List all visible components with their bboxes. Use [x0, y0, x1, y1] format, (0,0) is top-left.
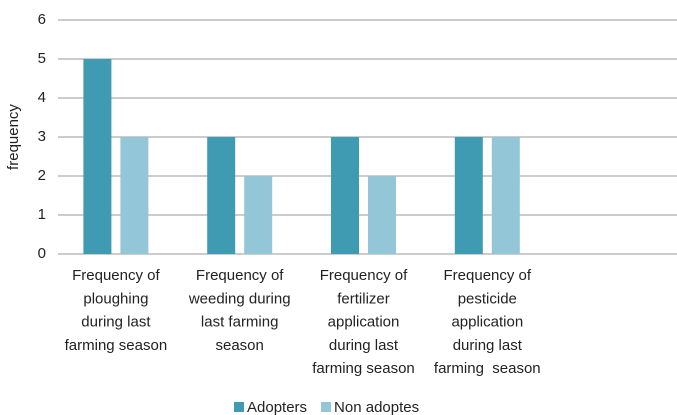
- x-tick-label-line: ploughing: [83, 290, 148, 307]
- x-tick-label: Frequency of pesticide application during l…: [434, 267, 541, 377]
- x-tick-label-line: Frequency of: [72, 267, 160, 284]
- y-tick-label: 3: [38, 128, 46, 145]
- x-tick-label-line: pesticide: [458, 290, 517, 307]
- bar: [120, 137, 149, 254]
- legend-label: Adopters: [247, 399, 307, 415]
- x-tick-label-line: application: [451, 314, 523, 331]
- x-tick-label-line: weeding during: [188, 290, 291, 307]
- legend-swatch: [321, 402, 332, 412]
- x-tick-label-line: farming season: [434, 360, 541, 377]
- x-tick-label-line: farming season: [65, 337, 168, 354]
- x-tick-label-line: during last: [453, 337, 523, 354]
- x-tick-label: Frequency of ploughing during last farming …: [65, 267, 168, 354]
- x-tick-label: Frequency of weeding during last farming se…: [188, 267, 291, 354]
- bar: [207, 137, 236, 254]
- x-tick-label-line: during last: [329, 337, 399, 354]
- x-tick-label-line: last farming: [201, 314, 279, 331]
- y-tick-label: 6: [38, 11, 46, 28]
- y-tick-label: 2: [38, 167, 46, 184]
- y-tick-label: 0: [38, 245, 46, 262]
- bar: [368, 176, 396, 254]
- y-tick-label: 1: [38, 206, 46, 223]
- x-tick-label: Frequency of fertilizer application during …: [312, 267, 415, 377]
- x-tick-label-line: application: [328, 314, 400, 331]
- x-tick-label-line: season: [216, 337, 264, 354]
- y-axis-label: frequency: [5, 104, 22, 170]
- x-tick-label-line: fertilizer: [337, 290, 390, 307]
- legend-label: Non adoptes: [334, 399, 419, 415]
- legend-swatch: [234, 402, 244, 412]
- x-tick-label-line: Frequency of: [320, 267, 408, 284]
- bar: [491, 137, 520, 254]
- bar: [244, 176, 273, 254]
- bar: [454, 137, 483, 254]
- x-tick-label-line: Frequency of: [444, 267, 532, 284]
- bar: [331, 137, 359, 254]
- x-tick-label-line: during last: [81, 314, 151, 331]
- y-tick-label: 4: [38, 89, 46, 106]
- x-tick-label-line: farming season: [312, 360, 415, 377]
- bar: [83, 59, 112, 254]
- y-tick-label: 5: [38, 50, 46, 67]
- x-tick-label-line: Frequency of: [196, 267, 284, 284]
